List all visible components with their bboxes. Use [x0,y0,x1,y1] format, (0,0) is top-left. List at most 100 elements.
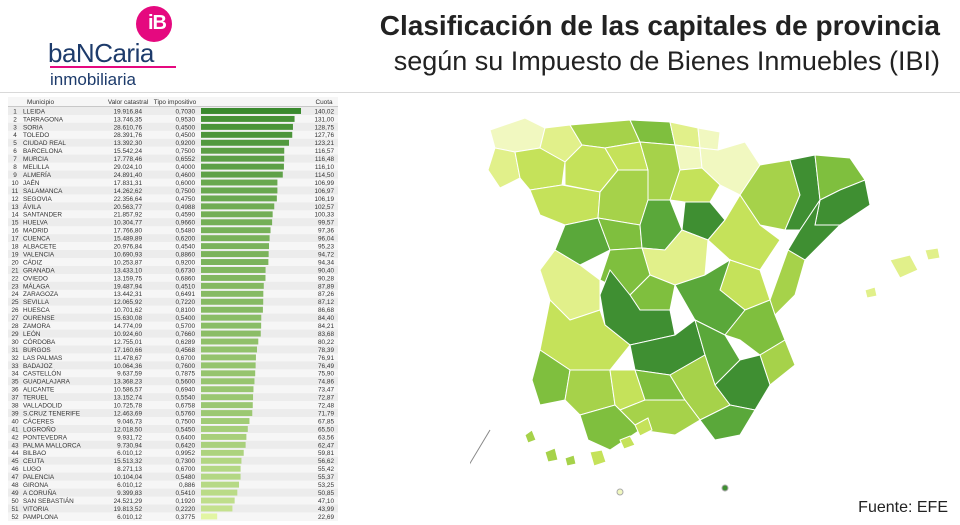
row-tipo-impositivo: 0,6700 [175,466,195,473]
row-municipio: SAN SEBASTIÁN [23,496,74,505]
bar [201,155,285,162]
row-rank: 39 [11,410,19,417]
bar [201,418,250,424]
row-valor-catastral: 10.304,77 [114,220,143,227]
row-cuota: 131,00 [314,116,334,123]
table-row [8,409,338,418]
row-municipio: GUADALAJARA [23,379,71,386]
row-municipio: A CORUÑA [23,488,57,497]
row-rank: 9 [13,172,17,179]
row-tipo-impositivo: 0,5480 [175,228,195,235]
row-cuota: 84,40 [318,315,334,322]
bar [201,187,278,194]
row-municipio: S.CRUZ TENERIFE [23,410,80,417]
bar [201,489,238,496]
table-row [8,202,338,211]
row-rank: 47 [11,474,19,481]
table-row [8,194,338,203]
bar [201,386,254,393]
row-valor-catastral: 20.976,84 [114,244,143,251]
row-tipo-impositivo: 0,1920 [175,498,195,505]
ranking-table-svg: Municipio Valor catastral Tipo impositivo C… [8,99,338,521]
bar [201,338,259,345]
row-municipio: VALLADOLID [23,403,62,410]
row-rank: 17 [11,236,19,243]
row-municipio: BADAJOZ [23,363,53,370]
spain-province-map [470,117,941,496]
row-tipo-impositivo: 0,4568 [175,347,195,354]
row-valor-catastral: 10.104,04 [114,474,143,481]
row-tipo-impositivo: 0,9660 [175,220,195,227]
row-tipo-impositivo: 0,7030 [175,108,195,115]
row-rank: 45 [11,458,19,465]
row-tipo-impositivo: 0,6400 [175,434,195,441]
row-valor-catastral: 24.891,40 [114,172,143,179]
table-row [8,210,338,219]
bar [201,473,241,480]
row-valor-catastral: 10.253,87 [114,259,143,266]
table-row [8,297,338,306]
row-tipo-impositivo: 0,8860 [175,251,195,258]
row-tipo-impositivo: 0,6730 [175,267,195,274]
row-tipo-impositivo: 0,7500 [175,148,195,155]
row-cuota: 106,97 [314,188,334,195]
row-rank: 18 [11,244,19,251]
row-cuota: 22,69 [318,514,334,521]
row-rank: 25 [11,299,19,306]
bar [201,267,266,273]
bar [201,131,293,138]
row-valor-catastral: 13.746,35 [114,116,143,123]
row-valor-catastral: 24.521,29 [114,498,143,505]
row-tipo-impositivo: 0,5450 [175,426,195,433]
row-municipio: LOGROÑO [23,424,56,433]
row-municipio: SEVILLA [23,299,50,306]
row-tipo-impositivo: 0,4510 [175,283,195,290]
bar [201,259,269,265]
row-cuota: 87,26 [318,291,334,298]
table-row [8,130,338,139]
map-provinces [487,117,941,496]
row-municipio: PALENCIA [23,474,55,481]
row-cuota: 99,57 [318,220,334,227]
row-cuota: 102,57 [314,204,334,211]
row-tipo-impositivo: 0,4540 [175,244,195,251]
row-tipo-impositivo: 0,7300 [175,458,195,465]
bar [201,306,263,313]
row-municipio: ZAMORA [23,323,51,330]
row-rank: 31 [11,347,19,354]
row-rank: 20 [11,259,19,266]
map-province [619,435,636,450]
row-rank: 30 [11,339,19,346]
row-tipo-impositivo: 0,6700 [175,355,195,362]
row-rank: 12 [11,196,19,203]
row-tipo-impositivo: 0,7600 [175,363,195,370]
table-row [8,432,338,441]
row-rank: 32 [11,355,19,362]
bar [201,465,241,472]
canarias-separator-line [470,429,491,465]
row-cuota: 140,02 [314,108,334,115]
row-valor-catastral: 15.513,32 [114,458,143,465]
row-rank: 28 [11,323,19,330]
row-valor-catastral: 20.563,77 [114,204,143,211]
row-rank: 44 [11,450,19,457]
row-valor-catastral: 14.774,09 [114,323,143,330]
chart-title: Clasificación de las capitales de provin… [380,8,940,78]
row-valor-catastral: 14.262,62 [114,188,143,195]
row-municipio: JAÉN [23,178,40,187]
row-tipo-impositivo: 0,9200 [175,140,195,147]
row-tipo-impositivo: 0,7660 [175,331,195,338]
row-cuota: 106,19 [314,196,334,203]
table-row [8,496,338,505]
bar [201,402,253,409]
row-cuota: 127,76 [314,132,334,139]
row-valor-catastral: 9.399,83 [117,490,142,497]
row-cuota: 74,86 [318,379,334,386]
row-tipo-impositivo: 0,5410 [175,490,195,497]
row-tipo-impositivo: 0,9530 [175,116,195,123]
bar [201,123,293,130]
row-cuota: 71,79 [318,410,334,417]
row-valor-catastral: 15.630,08 [114,315,143,322]
row-cuota: 114,50 [315,172,335,179]
row-municipio: TOLEDO [23,132,49,139]
